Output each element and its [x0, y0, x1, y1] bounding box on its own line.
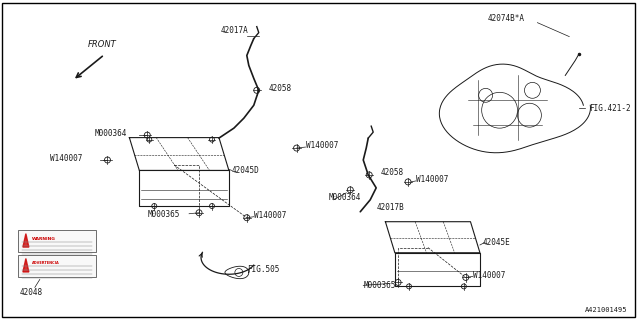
- Text: M000364: M000364: [95, 129, 127, 138]
- Text: 42058: 42058: [380, 168, 403, 177]
- Text: W140007: W140007: [416, 175, 449, 184]
- Bar: [18, 254, 95, 277]
- Text: M000364: M000364: [328, 193, 361, 202]
- Text: 42074B*A: 42074B*A: [488, 14, 525, 23]
- Text: M000365: M000365: [147, 210, 180, 219]
- Text: 42045E: 42045E: [483, 238, 511, 247]
- Polygon shape: [23, 259, 29, 272]
- Text: FIG.505: FIG.505: [247, 265, 279, 274]
- Text: W140007: W140007: [50, 154, 82, 163]
- Text: W140007: W140007: [305, 140, 338, 149]
- Text: 42045D: 42045D: [232, 166, 260, 175]
- Text: 42017A: 42017A: [221, 26, 249, 35]
- Text: 42058: 42058: [269, 84, 292, 93]
- Text: 42017B: 42017B: [376, 203, 404, 212]
- Text: W140007: W140007: [473, 271, 505, 280]
- Text: A421001495: A421001495: [584, 307, 627, 313]
- Text: M000365: M000365: [364, 281, 396, 290]
- Text: FRONT: FRONT: [88, 40, 117, 49]
- Bar: [18, 230, 95, 252]
- Polygon shape: [23, 234, 29, 247]
- Text: ADVERTENCIA: ADVERTENCIA: [32, 260, 60, 265]
- Text: WARNING: WARNING: [32, 236, 56, 241]
- Text: W140007: W140007: [254, 211, 286, 220]
- Text: FIG.421-2: FIG.421-2: [589, 104, 631, 113]
- Text: 42048: 42048: [20, 288, 43, 297]
